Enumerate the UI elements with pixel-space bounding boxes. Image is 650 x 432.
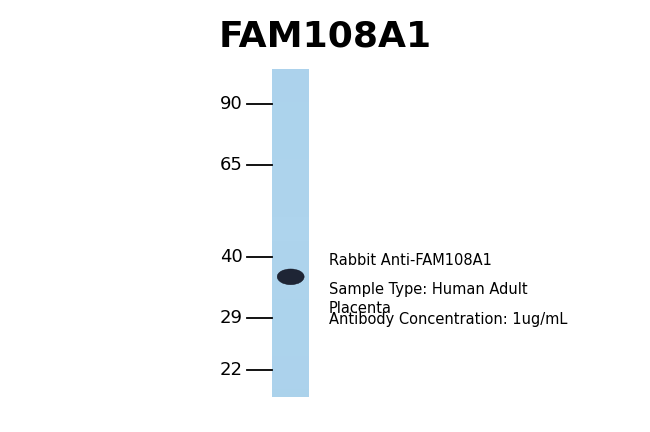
Bar bbox=[272, 176, 309, 184]
Text: 29: 29 bbox=[220, 308, 243, 327]
Bar bbox=[272, 250, 309, 258]
Bar bbox=[272, 233, 309, 241]
Bar bbox=[272, 77, 309, 86]
Text: 65: 65 bbox=[220, 156, 243, 174]
Bar bbox=[272, 241, 309, 250]
Bar bbox=[272, 381, 309, 389]
Text: Rabbit Anti-FAM108A1: Rabbit Anti-FAM108A1 bbox=[329, 253, 492, 268]
Bar bbox=[272, 225, 309, 233]
Text: 40: 40 bbox=[220, 248, 243, 266]
Bar bbox=[272, 283, 309, 291]
Bar bbox=[272, 192, 309, 200]
Bar bbox=[272, 324, 309, 332]
Bar bbox=[272, 168, 309, 176]
Bar bbox=[272, 217, 309, 225]
Bar bbox=[272, 127, 309, 135]
Bar bbox=[272, 184, 309, 192]
Bar bbox=[272, 307, 309, 315]
Bar bbox=[272, 258, 309, 266]
Bar bbox=[272, 266, 309, 274]
Bar bbox=[272, 373, 309, 381]
Bar bbox=[272, 69, 309, 397]
Text: FAM108A1: FAM108A1 bbox=[218, 19, 432, 54]
Bar bbox=[272, 365, 309, 373]
Bar bbox=[272, 356, 309, 365]
Bar bbox=[272, 299, 309, 307]
Bar bbox=[272, 94, 309, 102]
Bar bbox=[272, 291, 309, 299]
Text: 90: 90 bbox=[220, 95, 243, 113]
Bar bbox=[272, 209, 309, 217]
Bar bbox=[272, 348, 309, 356]
Ellipse shape bbox=[277, 269, 304, 285]
Bar bbox=[272, 389, 309, 397]
Text: Antibody Concentration: 1ug/mL: Antibody Concentration: 1ug/mL bbox=[329, 311, 567, 327]
Text: 22: 22 bbox=[220, 361, 243, 379]
Bar bbox=[272, 86, 309, 94]
Bar bbox=[272, 315, 309, 324]
Bar bbox=[272, 151, 309, 159]
Bar bbox=[272, 110, 309, 118]
Bar bbox=[272, 159, 309, 168]
Bar bbox=[272, 274, 309, 283]
Text: Sample Type: Human Adult
Placenta: Sample Type: Human Adult Placenta bbox=[329, 282, 528, 316]
Bar bbox=[272, 135, 309, 143]
Bar bbox=[272, 200, 309, 209]
Bar bbox=[272, 143, 309, 151]
Bar bbox=[272, 332, 309, 340]
Bar bbox=[272, 102, 309, 110]
Bar bbox=[272, 69, 309, 77]
Bar bbox=[272, 118, 309, 127]
Bar bbox=[272, 340, 309, 348]
